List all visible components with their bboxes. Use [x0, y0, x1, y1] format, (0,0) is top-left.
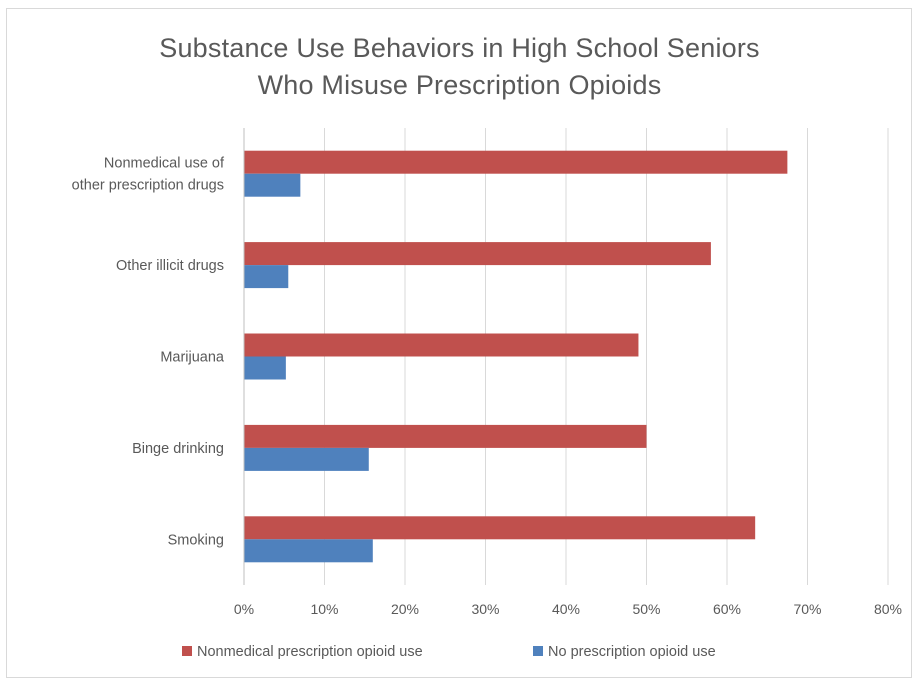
bar-no-opioid-use: [244, 265, 289, 289]
bar-opioid-use: [244, 242, 711, 266]
x-tick-label: 30%: [471, 601, 499, 617]
legend-swatch: [182, 646, 192, 656]
bar-no-opioid-use: [244, 173, 301, 197]
chart-title-line-2: Who Misuse Prescription Opioids: [257, 70, 662, 100]
category-label: Binge drinking: [132, 441, 224, 457]
chart-title-line-1: Substance Use Behaviors in High School S…: [159, 33, 760, 63]
bar-opioid-use: [244, 333, 639, 357]
x-tick-label: 50%: [632, 601, 660, 617]
x-tick-label: 70%: [793, 601, 821, 617]
bar-opioid-use: [244, 424, 647, 448]
axis: 0% 10% 20% 30% 40% 50% 60% 70% 80% Nonmedical use…: [72, 128, 902, 617]
bar-no-opioid-use: [244, 447, 369, 471]
category-label: Smoking: [168, 532, 224, 548]
bar-no-opioid-use: [244, 539, 373, 563]
category-label: Nonmedical use of: [104, 156, 225, 172]
category-label: Other illicit drugs: [116, 258, 224, 274]
x-tick-label: 60%: [713, 601, 741, 617]
category-label: other prescription drugs: [72, 178, 224, 194]
category-label: Marijuana: [160, 350, 225, 366]
chart-title: Substance Use Behaviors in High School S…: [0, 30, 919, 104]
legend-label: Nonmedical prescription opioid use: [197, 644, 423, 660]
x-tick-label: 0%: [234, 601, 254, 617]
legend-swatch: [533, 646, 543, 656]
bars: [244, 150, 788, 563]
x-tick-label: 40%: [552, 601, 580, 617]
bar-opioid-use: [244, 516, 756, 540]
legend-label: No prescription opioid use: [548, 644, 716, 660]
bar-no-opioid-use: [244, 356, 286, 380]
x-tick-label: 80%: [874, 601, 902, 617]
bar-opioid-use: [244, 150, 788, 174]
legend: Nonmedical prescription opioid use No pre…: [182, 644, 716, 660]
x-tick-label: 10%: [310, 601, 338, 617]
x-tick-label: 20%: [391, 601, 419, 617]
